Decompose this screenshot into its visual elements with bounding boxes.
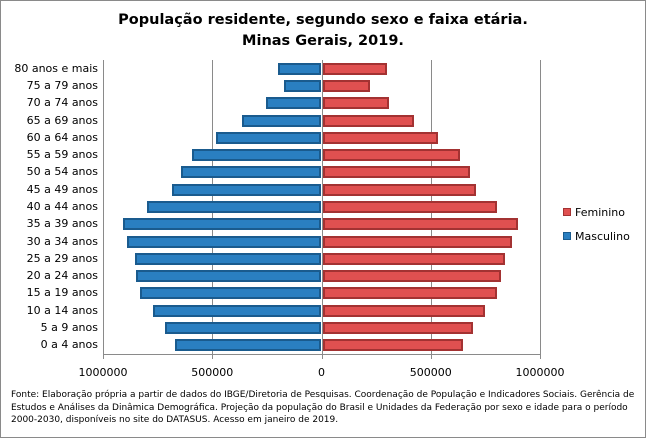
bar-masculino (135, 270, 322, 283)
bar-masculino (284, 79, 322, 92)
bar-masculino (175, 339, 322, 352)
bar-feminino (322, 79, 370, 92)
bar-feminino (322, 218, 518, 231)
category-label: 25 a 29 anos (26, 251, 98, 265)
bar-masculino (127, 235, 322, 248)
bar-feminino (322, 97, 389, 110)
bar-feminino (322, 183, 476, 196)
bar-feminino (322, 270, 501, 283)
source-note: Fonte: Elaboração própria a partir de da… (11, 390, 635, 425)
category-label: 0 a 4 anos (40, 338, 98, 352)
bar-masculino (266, 97, 322, 110)
bar-masculino (242, 114, 322, 127)
category-label: 30 a 34 anos (26, 234, 98, 248)
bar-feminino (322, 304, 485, 317)
bar-masculino (123, 218, 322, 231)
category-label: 15 a 19 anos (26, 286, 98, 300)
bar-feminino (322, 114, 414, 127)
bar-masculino (165, 322, 322, 335)
legend-label: Masculino (575, 229, 630, 243)
tick-mark (430, 354, 432, 359)
bar-feminino (322, 339, 463, 352)
category-label: 45 a 49 anos (26, 182, 98, 196)
bar-masculino (153, 304, 322, 317)
gridline (540, 60, 541, 354)
legend-item-feminino: Feminino (563, 200, 630, 224)
bar-masculino (192, 149, 322, 162)
bar-masculino (140, 287, 322, 300)
tick-mark (103, 354, 104, 359)
title-line-2: Minas Gerais, 2019. (242, 33, 404, 49)
legend-item-masculino: Masculino (563, 224, 630, 248)
bar-feminino (322, 322, 473, 335)
bar-masculino (172, 183, 322, 196)
bar-feminino (322, 201, 497, 213)
tick-label: 500000 (191, 366, 234, 379)
bar-feminino (322, 235, 512, 248)
category-label: 60 a 64 anos (26, 130, 98, 144)
x-axis-line (103, 354, 540, 355)
bar-feminino (322, 149, 460, 162)
category-label: 10 a 14 anos (26, 303, 98, 317)
bar-masculino (147, 201, 322, 213)
tick-label: 1000000 (515, 366, 565, 379)
legend-label: Feminino (575, 205, 625, 219)
category-label: 40 a 44 anos (26, 200, 98, 213)
bar-masculino (135, 252, 322, 265)
category-label: 35 a 39 anos (26, 217, 98, 231)
bar-feminino (322, 62, 387, 75)
tick-label: 500000 (409, 366, 452, 379)
title-line-1: População residente, segundo sexo e faix… (118, 12, 528, 28)
category-label: 70 a 74 anos (26, 96, 98, 110)
legend: Feminino Masculino (563, 200, 630, 248)
legend-swatch-feminino (563, 208, 571, 216)
bar-masculino (216, 131, 322, 144)
tick-label: 1000000 (78, 366, 128, 379)
gridline (321, 60, 323, 354)
category-label: 5 a 9 anos (40, 321, 98, 335)
bar-feminino (322, 252, 505, 265)
bar-feminino (322, 166, 470, 179)
tick-mark (321, 354, 323, 359)
legend-swatch-masculino (563, 232, 571, 240)
bar-feminino (322, 287, 497, 300)
plot-area (103, 60, 541, 359)
bar-feminino (322, 131, 438, 144)
category-label: 20 a 24 anos (26, 269, 98, 283)
bar-masculino (181, 166, 322, 179)
category-label: 80 anos e mais (14, 61, 98, 75)
gridline (103, 60, 104, 354)
category-label: 75 a 79 anos (26, 78, 98, 92)
tick-mark (540, 354, 541, 359)
category-label: 50 a 54 anos (26, 165, 98, 179)
category-label: 65 a 69 anos (26, 113, 98, 127)
bar-masculino (278, 62, 322, 75)
category-label: 55 a 59 anos (26, 148, 98, 162)
tick-mark (212, 354, 214, 359)
chart-title: População residente, segundo sexo e faix… (0, 10, 646, 52)
tick-label: 0 (318, 366, 325, 379)
